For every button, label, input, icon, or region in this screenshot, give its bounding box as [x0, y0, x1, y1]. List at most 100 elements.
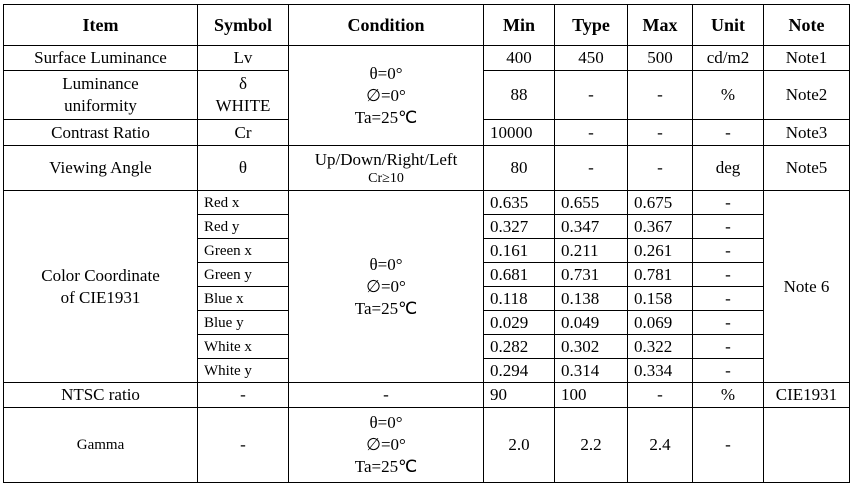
cell: 2.2: [554, 407, 628, 483]
row: Luminance uniformity δ WHITE 88 - - % No…: [3, 70, 850, 120]
text: ∅=0°: [366, 435, 406, 454]
text: δ: [238, 74, 247, 93]
text: θ=0°: [369, 63, 403, 83]
row: Blue y 0.029 0.049 0.069-: [4, 310, 850, 335]
cell: Note 6: [763, 190, 850, 383]
cell: 0.655: [554, 190, 628, 215]
row: Color Coordinate of CIE1931 Red x θ=0° ∅=0° T…: [3, 190, 850, 383]
cell: 2.0: [483, 407, 555, 483]
cell: 0.261: [627, 238, 693, 263]
cell: CIE1931: [763, 382, 850, 408]
row: Viewing Angle θ Up/Down/Right/Left Cr≥10…: [3, 145, 850, 191]
cell: 0.681: [483, 262, 555, 287]
cell: 0.731: [554, 262, 628, 287]
cell: 0.138: [554, 286, 628, 311]
cell: 0.322: [627, 334, 693, 359]
cell: 0.347: [554, 214, 628, 239]
cell: NTSC ratio: [3, 382, 198, 408]
cell: 0.327: [483, 214, 555, 239]
row: Red y 0.327 0.347 0.367-: [4, 214, 850, 239]
cell: 0.211: [554, 238, 628, 263]
text: of CIE1931: [60, 287, 141, 307]
cell: -: [554, 145, 628, 191]
header-cell: Symbol: [197, 4, 289, 46]
text: Luminance: [62, 74, 139, 93]
cell: θ=0° ∅=0° Ta=25℃: [288, 45, 484, 146]
cell: -: [554, 119, 628, 146]
cell: 0.118: [483, 286, 555, 311]
cell: Luminance uniformity: [3, 70, 198, 120]
cell: -: [627, 70, 693, 120]
cell: Viewing Angle: [3, 145, 198, 191]
cell: 0.314: [554, 358, 628, 383]
cell: 0.367: [627, 214, 693, 239]
header-cell: Item: [3, 4, 198, 46]
row: Surface Luminance Lv θ=0° ∅=0° Ta=25℃ 40…: [3, 45, 850, 146]
text: WHITE: [215, 96, 271, 115]
cell: 0.781: [627, 262, 693, 287]
text: Cr≥10: [368, 171, 404, 186]
header-cell: Max: [627, 4, 693, 46]
cell: Green x: [197, 238, 289, 263]
cell: Note1: [763, 45, 850, 71]
text: Ta=25℃: [354, 107, 418, 127]
cell: 100: [554, 382, 628, 408]
cell: 88: [483, 70, 555, 120]
header-cell: Unit: [692, 4, 764, 46]
cell: -: [692, 190, 764, 215]
cell: 0.334: [627, 358, 693, 383]
spec-table: Item Symbol Condition Min Type Max Unit …: [3, 4, 850, 483]
text: Ta=25℃: [354, 298, 418, 318]
header-cell: Type: [554, 4, 628, 46]
row: NTSC ratio - - 90 100 - % CIE1931: [3, 382, 850, 408]
text: ∅=0°: [366, 276, 406, 296]
cell: θ=0° ∅=0° Ta=25℃: [288, 407, 484, 483]
row: Gamma - θ=0° ∅=0° Ta=25℃ 2.0 2.2 2.4 -: [3, 407, 850, 483]
cell: Color Coordinate of CIE1931: [3, 190, 198, 383]
cell: -: [692, 262, 764, 287]
row: Blue x 0.118 0.138 0.158-: [4, 286, 850, 311]
cell: 0.049: [554, 310, 628, 335]
header-row: Item Symbol Condition Min Type Max Unit …: [3, 4, 850, 46]
text: θ=0°: [369, 413, 403, 432]
header-cell: Note: [763, 4, 850, 46]
cell: -: [197, 407, 289, 483]
cell: -: [554, 70, 628, 120]
cell: 0.675: [627, 190, 693, 215]
cell: -: [627, 119, 693, 146]
cell: 2.4: [627, 407, 693, 483]
cell: 0.158: [627, 286, 693, 311]
cell: Blue y: [197, 310, 289, 335]
cell: Green y: [197, 262, 289, 287]
cell: 90: [483, 382, 555, 408]
cell: -: [692, 119, 764, 146]
cell: 0.069: [627, 310, 693, 335]
cell: Note3: [763, 119, 850, 146]
header-cell: Condition: [288, 4, 484, 46]
cell: Red x: [197, 190, 289, 215]
header-cell: Min: [483, 4, 555, 46]
cell: θ=0° ∅=0° Ta=25℃: [288, 190, 484, 383]
cell: -: [692, 334, 764, 359]
text: Color Coordinate: [41, 265, 160, 285]
cell: Surface Luminance: [3, 45, 198, 71]
cell: Up/Down/Right/Left Cr≥10: [288, 145, 484, 191]
cell: 0.294: [483, 358, 555, 383]
cell: Lv: [197, 45, 289, 71]
cell: White y: [197, 358, 289, 383]
cell: -: [627, 145, 693, 191]
cell: 0.161: [483, 238, 555, 263]
text: θ=0°: [369, 254, 403, 274]
cell: -: [692, 358, 764, 383]
text: Ta=25℃: [354, 457, 418, 476]
cell: 80: [483, 145, 555, 191]
text: ∅=0°: [366, 85, 406, 105]
cell: %: [692, 382, 764, 408]
cell: -: [197, 382, 289, 408]
cell: 0.302: [554, 334, 628, 359]
cell: -: [692, 238, 764, 263]
text: uniformity: [64, 96, 137, 115]
cell: -: [692, 310, 764, 335]
cell: Contrast Ratio: [3, 119, 198, 146]
